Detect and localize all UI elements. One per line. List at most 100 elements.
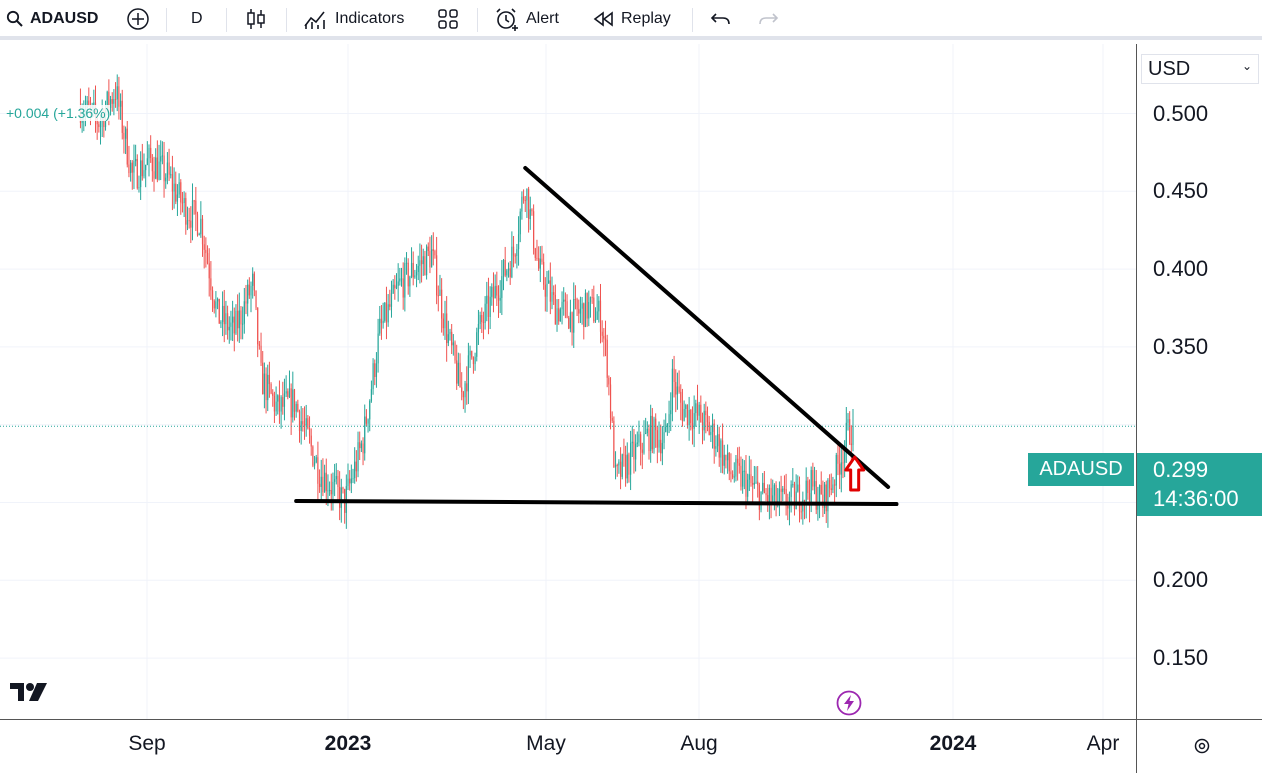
tradingview-logo[interactable] — [10, 682, 48, 707]
currency-label: USD — [1148, 57, 1191, 80]
candle-body — [235, 310, 237, 334]
candle-body — [703, 410, 705, 431]
candle-body — [359, 442, 361, 449]
compare-button[interactable] — [126, 0, 150, 38]
candle-body — [185, 198, 187, 225]
candle-body — [758, 485, 760, 510]
interval-button[interactable]: D — [191, 0, 203, 38]
candle-body — [98, 124, 100, 128]
price-chart[interactable] — [0, 44, 1136, 719]
candle-body — [320, 476, 322, 487]
candle-body — [512, 246, 515, 256]
candle-body — [685, 405, 687, 410]
lightning-icon[interactable] — [836, 690, 862, 719]
candle-body — [790, 484, 792, 498]
alert-button[interactable]: Alert — [494, 0, 559, 38]
candle-body — [614, 464, 617, 468]
candle-body — [405, 262, 408, 264]
price-axis[interactable]: 0.1500.2000.2500.3000.3500.4000.4500.500… — [1136, 44, 1262, 719]
candle-body — [852, 426, 854, 446]
candle-body — [415, 272, 418, 276]
toolbar-divider — [286, 8, 287, 32]
candle-body — [425, 246, 428, 276]
candle-body — [825, 484, 827, 512]
candle-body — [645, 432, 647, 435]
candle-body — [760, 491, 762, 510]
last-price-label: 0.299 14:36:00 — [1137, 453, 1262, 516]
alarm-clock-icon — [494, 7, 520, 31]
candle-body — [267, 374, 269, 401]
candle-body — [671, 368, 674, 411]
candle-body — [499, 297, 501, 301]
chart-type-button[interactable] — [245, 0, 267, 38]
candle-body — [695, 403, 697, 414]
candle-body — [310, 435, 312, 447]
candle-body — [444, 313, 446, 329]
candle-body — [631, 441, 633, 444]
candle-body — [323, 472, 326, 493]
time-axis[interactable]: Sep 2023 May Aug 2024 Apr — [0, 719, 1136, 773]
candle-body — [273, 395, 276, 412]
chart-pane[interactable]: +0.004 (+1.36%) — [0, 44, 1136, 719]
candle-body — [441, 289, 443, 319]
templates-button[interactable] — [437, 0, 459, 38]
candle-body — [452, 342, 454, 346]
candle-body — [655, 418, 657, 431]
candle-body — [778, 488, 781, 502]
candle-body — [278, 395, 281, 412]
candle-body — [247, 284, 249, 304]
candle-body — [364, 416, 366, 454]
candle-body — [715, 446, 717, 449]
price-tick-label: 0.200 — [1153, 567, 1209, 593]
candle-body — [325, 472, 327, 491]
candle-body — [486, 295, 488, 304]
candle-body — [521, 196, 523, 212]
candle-body — [432, 249, 434, 252]
candle-body — [553, 292, 555, 295]
undo-button[interactable] — [710, 0, 732, 38]
candle-body — [484, 303, 486, 323]
candle-body — [546, 283, 548, 297]
time-tick-label: Sep — [128, 732, 166, 755]
candle-body — [409, 276, 411, 287]
candle-body — [99, 120, 102, 128]
candle-body — [377, 333, 379, 364]
candle-body — [160, 156, 162, 162]
resistance-trendline[interactable] — [523, 165, 891, 489]
redo-button[interactable] — [757, 0, 779, 38]
replay-button[interactable]: Replay — [593, 0, 671, 38]
candle-body — [163, 155, 165, 182]
candle-body — [827, 479, 829, 512]
candle-body — [312, 446, 314, 466]
replay-label: Replay — [621, 10, 671, 27]
candle-body — [802, 499, 804, 512]
candle-body — [798, 484, 801, 512]
candle-body — [785, 489, 787, 506]
candle-body — [514, 255, 516, 257]
candle-body — [255, 290, 257, 308]
candle-body — [768, 487, 770, 503]
candle-body — [773, 485, 776, 496]
candle-body — [828, 479, 831, 489]
candle-body — [390, 293, 393, 307]
candle-body — [492, 286, 495, 299]
candle-body — [135, 158, 137, 162]
candle-body — [275, 401, 277, 412]
candle-body — [780, 488, 782, 492]
indicators-button[interactable]: Indicators — [303, 0, 404, 38]
candle-body — [198, 234, 200, 236]
candle-body — [613, 420, 615, 468]
candle-body — [844, 446, 846, 463]
candle-body — [519, 211, 521, 235]
support-line[interactable] — [294, 498, 899, 507]
candle-body — [410, 262, 413, 277]
candle-body — [630, 443, 632, 475]
candle-body — [482, 321, 485, 323]
candle-body — [308, 428, 311, 436]
settings-icon[interactable] — [1193, 737, 1211, 760]
candle-body — [298, 411, 301, 431]
candle-body — [792, 484, 794, 486]
symbol-search[interactable]: ADAUSD — [6, 0, 98, 38]
currency-select[interactable]: USD ⌄ — [1141, 54, 1259, 84]
candle-body — [362, 443, 364, 454]
